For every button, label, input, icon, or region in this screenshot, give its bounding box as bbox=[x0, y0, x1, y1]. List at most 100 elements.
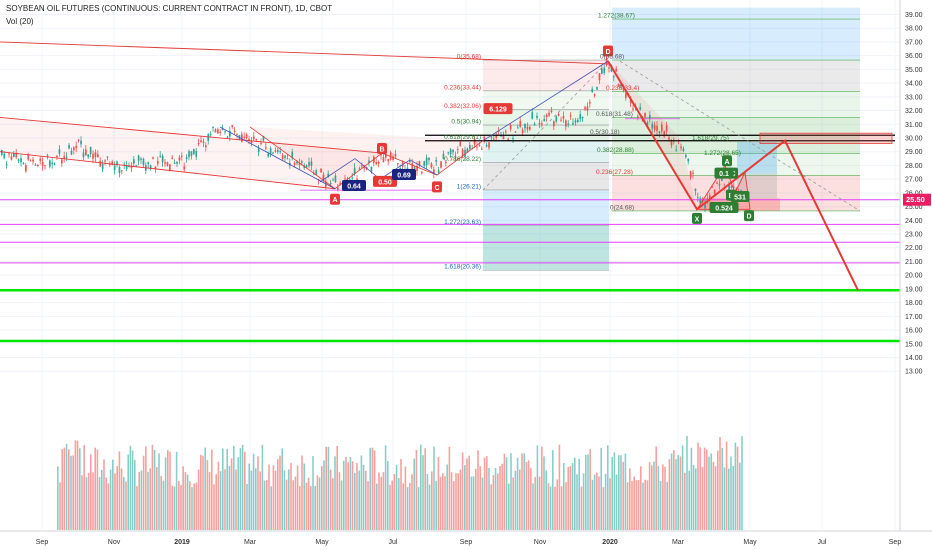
volume-bar bbox=[653, 461, 655, 530]
candle-body bbox=[577, 119, 579, 123]
volume-bar bbox=[629, 468, 631, 530]
volume-bar bbox=[730, 456, 732, 530]
harmonic-leg bbox=[482, 60, 609, 142]
volume-bar bbox=[648, 462, 651, 530]
candle-body bbox=[164, 162, 166, 164]
candle-body bbox=[435, 159, 438, 162]
candle-body bbox=[37, 165, 39, 167]
ratio-label: 0.1 bbox=[714, 167, 734, 179]
volume-bar bbox=[479, 466, 481, 530]
volume-bar bbox=[549, 486, 552, 530]
volume-bar bbox=[384, 445, 387, 530]
volume-bar bbox=[178, 481, 180, 530]
candle-body bbox=[149, 165, 152, 169]
candle-body bbox=[418, 161, 421, 166]
volume-bar bbox=[338, 472, 341, 530]
candle-body bbox=[8, 153, 10, 155]
candle-body bbox=[118, 166, 121, 174]
ratio-label-text: 0.69 bbox=[397, 173, 411, 180]
volume-bar bbox=[706, 449, 708, 530]
volume-bar bbox=[261, 444, 264, 530]
volume-bar bbox=[461, 452, 464, 530]
candle-body bbox=[663, 131, 666, 137]
candle-body bbox=[668, 137, 670, 140]
candle-body bbox=[370, 166, 373, 172]
volume-bar bbox=[664, 466, 666, 530]
pattern-point-a-bg bbox=[722, 155, 732, 167]
pattern-point-a: A bbox=[722, 155, 732, 167]
price-tick-label: 30.00 bbox=[905, 135, 923, 142]
volume-bar bbox=[257, 456, 259, 530]
candle-body bbox=[687, 158, 690, 162]
candle-body bbox=[394, 154, 397, 157]
volume-bar bbox=[90, 454, 92, 530]
candle-body bbox=[236, 133, 238, 135]
candle-body bbox=[171, 157, 174, 159]
volume-bar bbox=[530, 468, 532, 530]
fib-trend-line bbox=[619, 60, 861, 212]
volume-bar bbox=[433, 446, 435, 530]
fib-band bbox=[737, 142, 777, 174]
candle-body bbox=[389, 152, 392, 160]
volume-bar bbox=[618, 455, 620, 530]
volume-bar bbox=[101, 470, 103, 530]
candle-body bbox=[39, 158, 42, 161]
candle-body bbox=[20, 158, 22, 163]
volume-bar bbox=[109, 469, 112, 530]
candle-body bbox=[512, 138, 514, 140]
volume-bar bbox=[457, 473, 459, 530]
volume-bar bbox=[288, 469, 290, 530]
ratio-label: 0.64 bbox=[342, 180, 366, 191]
volume-bar bbox=[213, 484, 215, 530]
candle-body bbox=[382, 157, 385, 163]
candle-body bbox=[685, 154, 687, 158]
time-tick-label: Sep bbox=[36, 539, 49, 546]
time-tick-label: Sep bbox=[889, 539, 902, 546]
price-tick-label: 28.00 bbox=[905, 163, 923, 170]
candle-body bbox=[478, 145, 481, 147]
volume-bar bbox=[87, 473, 90, 530]
volume-bar bbox=[453, 481, 455, 530]
volume-bar bbox=[277, 459, 279, 530]
volume-bar bbox=[688, 470, 690, 530]
volume-bar bbox=[602, 487, 605, 530]
candle-body bbox=[284, 155, 286, 158]
harmonic-leg bbox=[219, 126, 336, 190]
volume-bar bbox=[521, 453, 523, 530]
candle-body bbox=[632, 108, 634, 110]
volume-bar bbox=[279, 455, 281, 530]
candle-body bbox=[29, 160, 32, 162]
volume-bar bbox=[131, 450, 134, 530]
candle-body bbox=[137, 155, 140, 161]
volume-bar bbox=[657, 465, 660, 530]
volume-bar bbox=[701, 466, 704, 530]
candle-body bbox=[409, 161, 411, 163]
candle-body bbox=[82, 152, 85, 158]
candle-body bbox=[166, 162, 169, 166]
volume-bar bbox=[294, 476, 297, 530]
volume-bar bbox=[501, 463, 503, 530]
candle-body bbox=[308, 162, 310, 166]
volume-bar bbox=[182, 466, 184, 530]
volume-bar bbox=[85, 477, 88, 530]
candle-body bbox=[209, 134, 212, 136]
volume-bar bbox=[587, 454, 589, 530]
price-tick-label: 34.00 bbox=[905, 81, 923, 88]
volume-bar bbox=[631, 480, 633, 530]
time-tick-label: Nov bbox=[108, 539, 121, 546]
candle-body bbox=[699, 198, 702, 204]
volume-bar bbox=[334, 456, 336, 530]
volume-bar bbox=[219, 471, 222, 530]
volume-bar bbox=[83, 445, 85, 530]
volume-bar bbox=[466, 458, 468, 530]
volume-bar bbox=[690, 447, 693, 530]
candle-body bbox=[536, 115, 538, 118]
volume-bar bbox=[415, 449, 418, 530]
volume-bar bbox=[481, 477, 484, 530]
price-tick-label: 36.00 bbox=[905, 53, 923, 60]
volume-bar bbox=[446, 464, 448, 530]
price-tick-label: 15.00 bbox=[905, 341, 923, 348]
volume-bar bbox=[578, 458, 580, 530]
candle-body bbox=[665, 125, 668, 132]
